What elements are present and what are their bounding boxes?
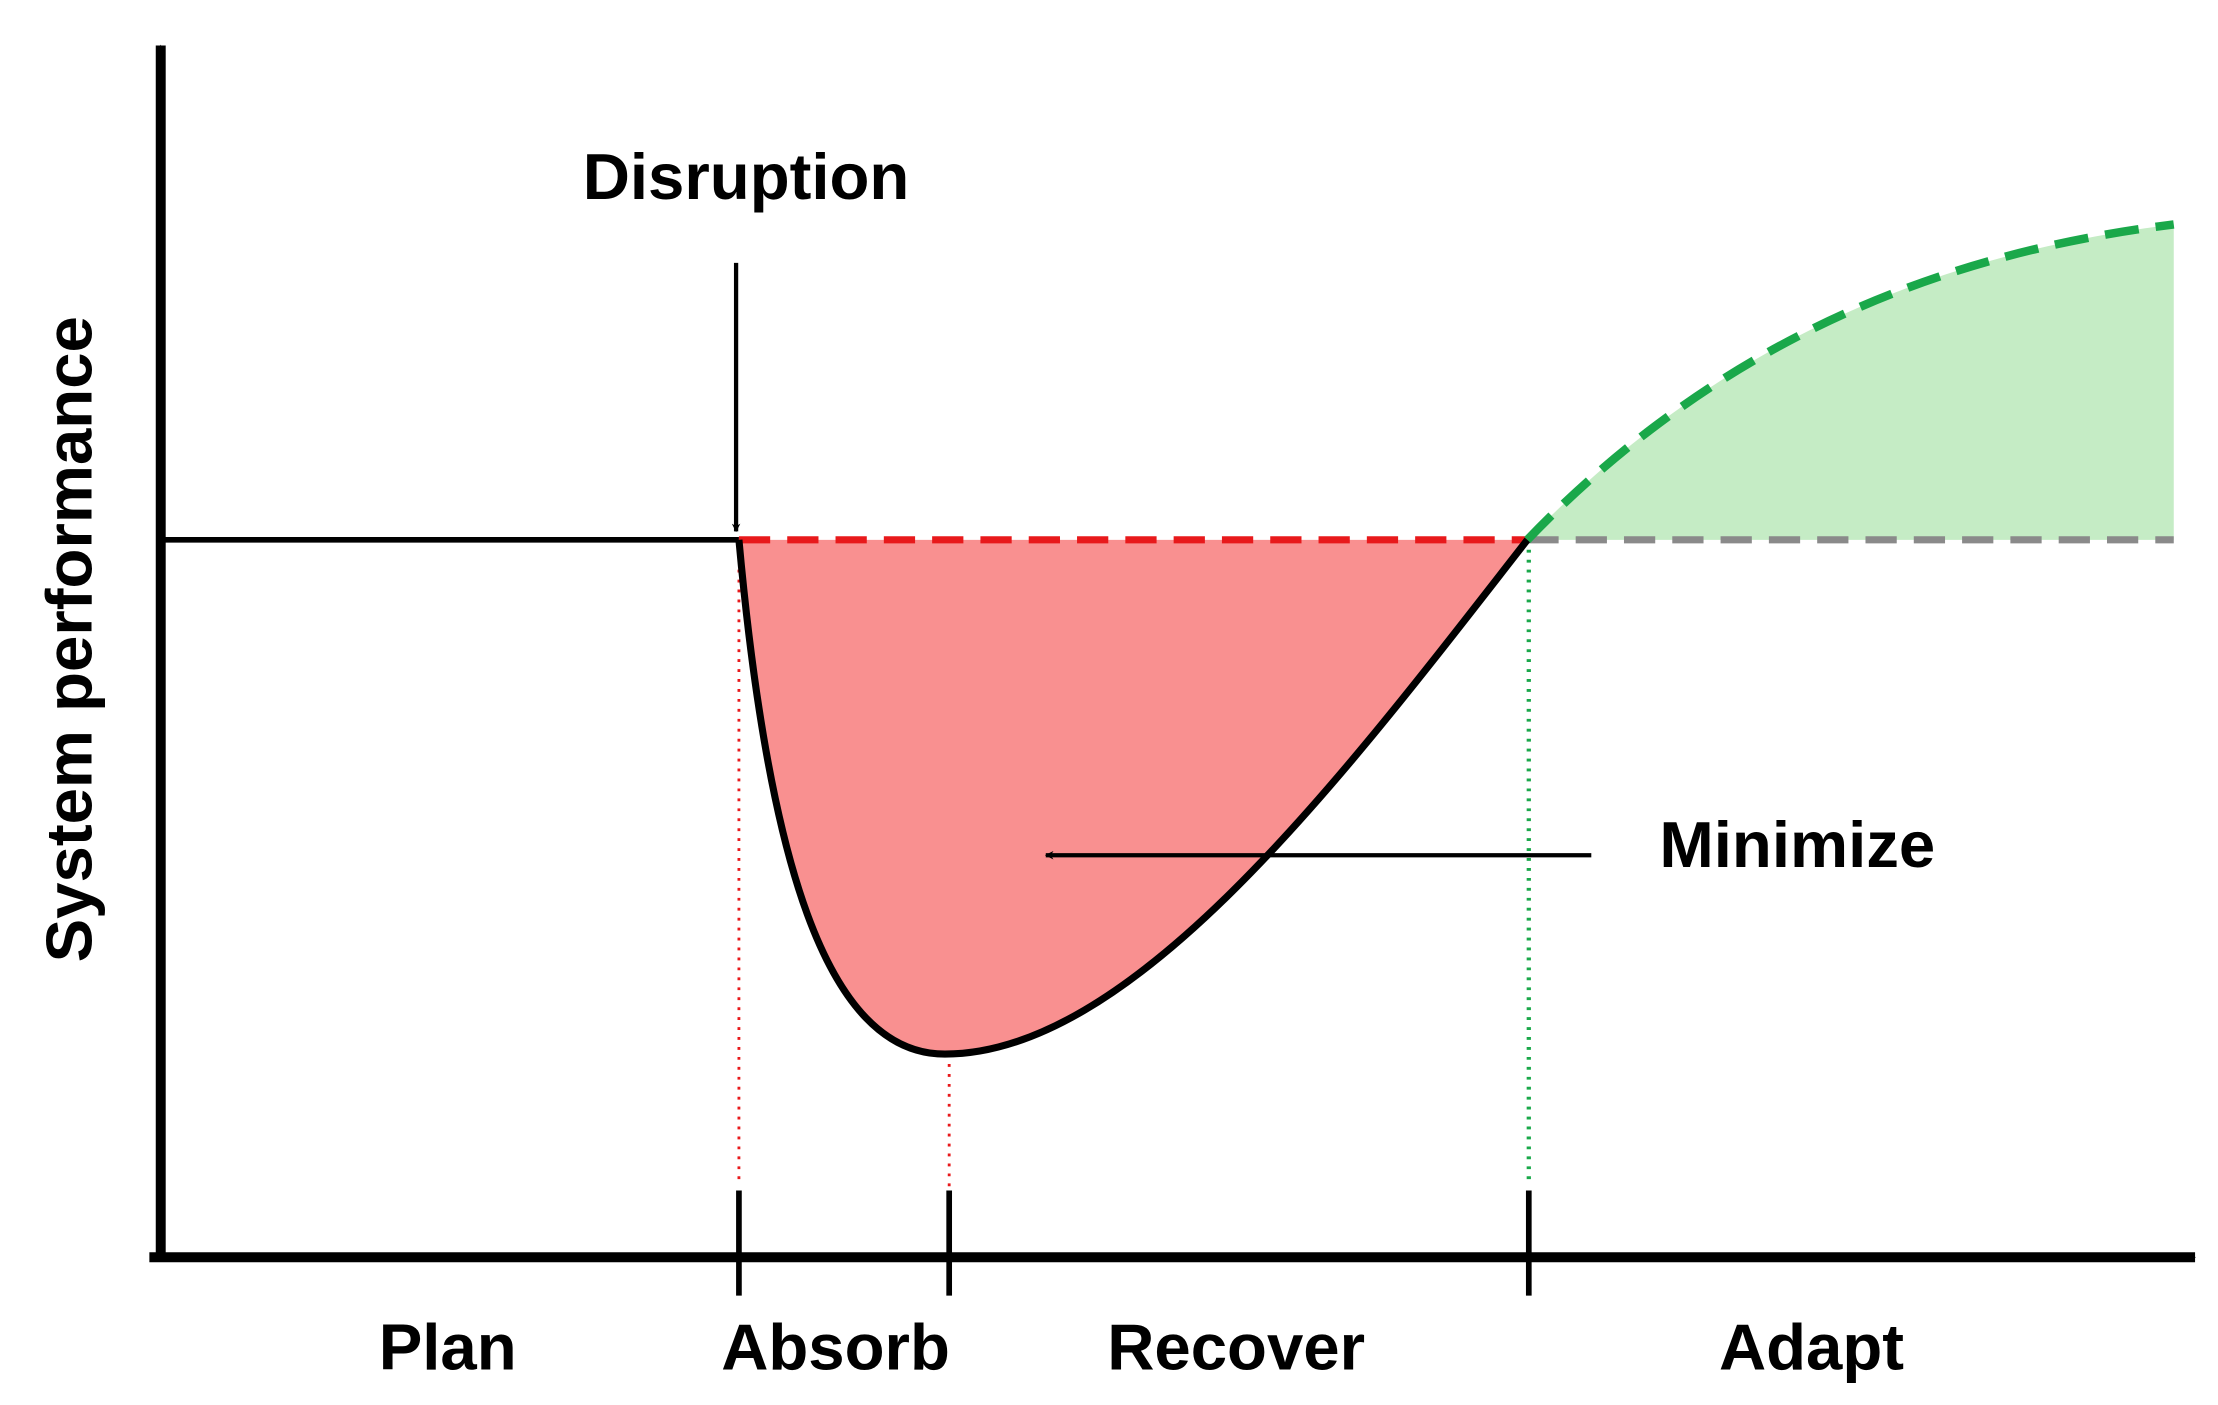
gain-area: [1527, 224, 2174, 540]
phase-label: Absorb: [721, 1311, 950, 1384]
minimize-label: Minimize: [1659, 808, 1935, 881]
y-axis-label: System performance: [32, 316, 105, 962]
phase-label: Plan: [379, 1311, 517, 1384]
disruption-label: Disruption: [583, 140, 910, 213]
phase-label: Recover: [1107, 1311, 1365, 1384]
phase-label: Adapt: [1719, 1311, 1904, 1384]
performance-curve: [735, 537, 1531, 1058]
loss-area: [738, 539, 1528, 1055]
adapt-curve: [1524, 220, 2175, 543]
